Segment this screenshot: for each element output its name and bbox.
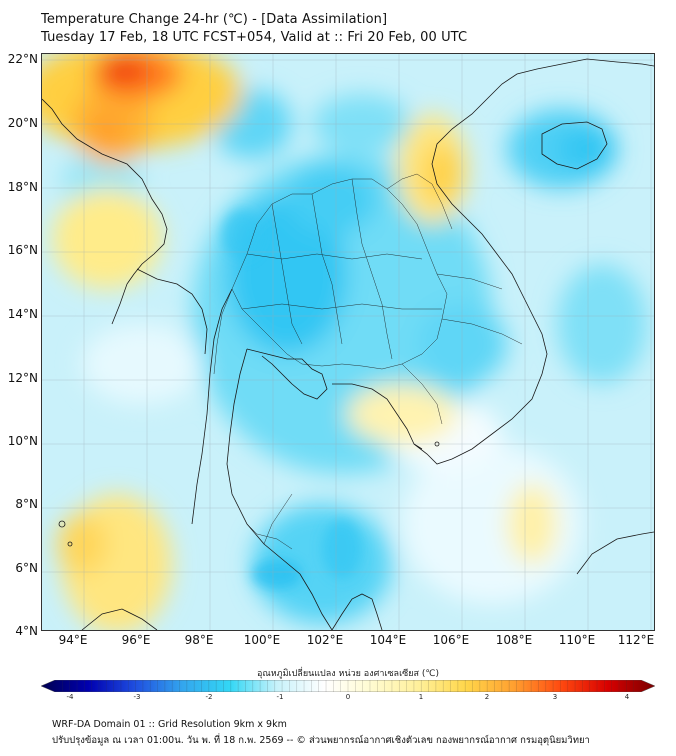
lat-label-14n: 14°N	[7, 307, 38, 321]
colorbar-tick-0: 0	[345, 693, 351, 701]
model-info: WRF-DA Domain 01 :: Grid Resolution 9km …	[52, 719, 287, 730]
lat-label-22n: 22°N	[7, 52, 38, 66]
map-title: Temperature Change 24-hr (℃) - [Data Ass…	[41, 12, 388, 27]
colorbar-tick-neg3: -3	[133, 693, 141, 701]
lon-label-106e: 106°E	[432, 633, 470, 647]
colorbar-tick-2: 2	[484, 693, 490, 701]
lat-label-6n: 6°N	[15, 561, 38, 575]
graticule	[42, 54, 654, 630]
lat-label-12n: 12°N	[7, 371, 38, 385]
lon-label-110e: 110°E	[558, 633, 596, 647]
map-subtitle: Tuesday 17 Feb, 18 UTC FCST+054, Valid a…	[41, 30, 468, 45]
lat-label-18n: 18°N	[7, 180, 38, 194]
admin-borders	[213, 173, 523, 550]
colorbar-tick-neg1: -1	[276, 693, 284, 701]
update-credit: ปรับปรุงข้อมูล ณ เวลา 01:00น. วัน พ. ที่…	[52, 735, 590, 746]
colorbar-gradient	[41, 680, 655, 692]
lat-label-8n: 8°N	[15, 497, 38, 511]
lon-label-100e: 100°E	[243, 633, 281, 647]
lon-label-108e: 108°E	[495, 633, 533, 647]
lon-label-104e: 104°E	[369, 633, 407, 647]
colorbar-tick-3: 3	[552, 693, 558, 701]
blue-streaks	[222, 209, 362, 589]
lon-label-102e: 102°E	[306, 633, 344, 647]
lat-label-20n: 20°N	[7, 116, 38, 130]
colorbar-title: อุณหภูมิเปลี่ยนแปลง หน่วย องศาเซลเซียส (…	[256, 669, 440, 679]
colorbar-tick-neg4: -4	[66, 693, 74, 701]
lon-label-98e: 98°E	[184, 633, 214, 647]
lat-label-4n: 4°N	[15, 624, 38, 638]
colorbar-tick-1: 1	[418, 693, 424, 701]
temperature-map	[41, 53, 655, 631]
lon-label-94e: 94°E	[58, 633, 88, 647]
coastlines	[42, 58, 654, 630]
lon-label-96e: 96°E	[121, 633, 151, 647]
lat-label-16n: 16°N	[7, 243, 38, 257]
lon-label-112e: 112°E	[617, 633, 655, 647]
colorbar-tick-neg2: -2	[205, 693, 213, 701]
colorbar	[41, 680, 655, 692]
colorbar-tick-4: 4	[624, 693, 630, 701]
lat-label-10n: 10°N	[7, 434, 38, 448]
